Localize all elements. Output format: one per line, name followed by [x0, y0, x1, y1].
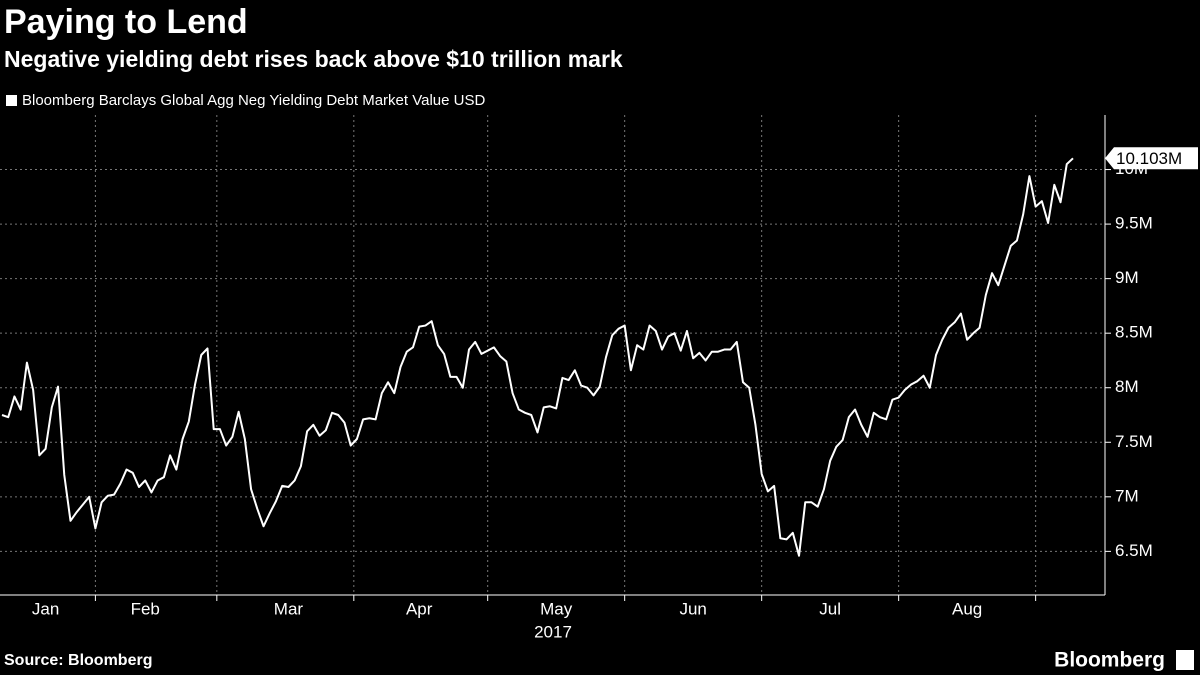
data-line [1, 157, 1074, 557]
legend-swatch [6, 95, 17, 106]
chart-title: Paying to Lend [4, 3, 248, 41]
y-tick-label: 9M [1115, 268, 1139, 287]
x-tick-label: Feb [131, 599, 160, 618]
y-tick-label: 8.5M [1115, 323, 1153, 342]
x-axis-label: 2017 [534, 622, 572, 641]
x-tick-label: Jul [819, 599, 841, 618]
source: Source: Bloomberg [4, 652, 152, 669]
brand: Bloomberg [1054, 649, 1165, 672]
y-tick-label: 6.5M [1115, 541, 1153, 560]
last-value-label: 10.103M [1116, 149, 1182, 168]
legend-label: Bloomberg Barclays Global Agg Neg Yieldi… [22, 92, 485, 109]
y-tick-label: 9.5M [1115, 214, 1153, 233]
x-tick-label: Jun [679, 599, 706, 618]
y-tick-label: 8M [1115, 377, 1139, 396]
chart-subtitle: Negative yielding debt rises back above … [4, 46, 623, 72]
x-tick-label: Apr [406, 599, 433, 618]
y-tick-label: 7M [1115, 486, 1139, 505]
y-tick-label: 7.5M [1115, 432, 1153, 451]
brand-icon [1176, 650, 1194, 670]
x-tick-label: Mar [274, 599, 304, 618]
x-tick-label: Aug [952, 599, 982, 618]
last-value-flag [1105, 147, 1198, 170]
x-tick-label: Jan [32, 599, 59, 618]
x-tick-label: May [540, 599, 573, 618]
